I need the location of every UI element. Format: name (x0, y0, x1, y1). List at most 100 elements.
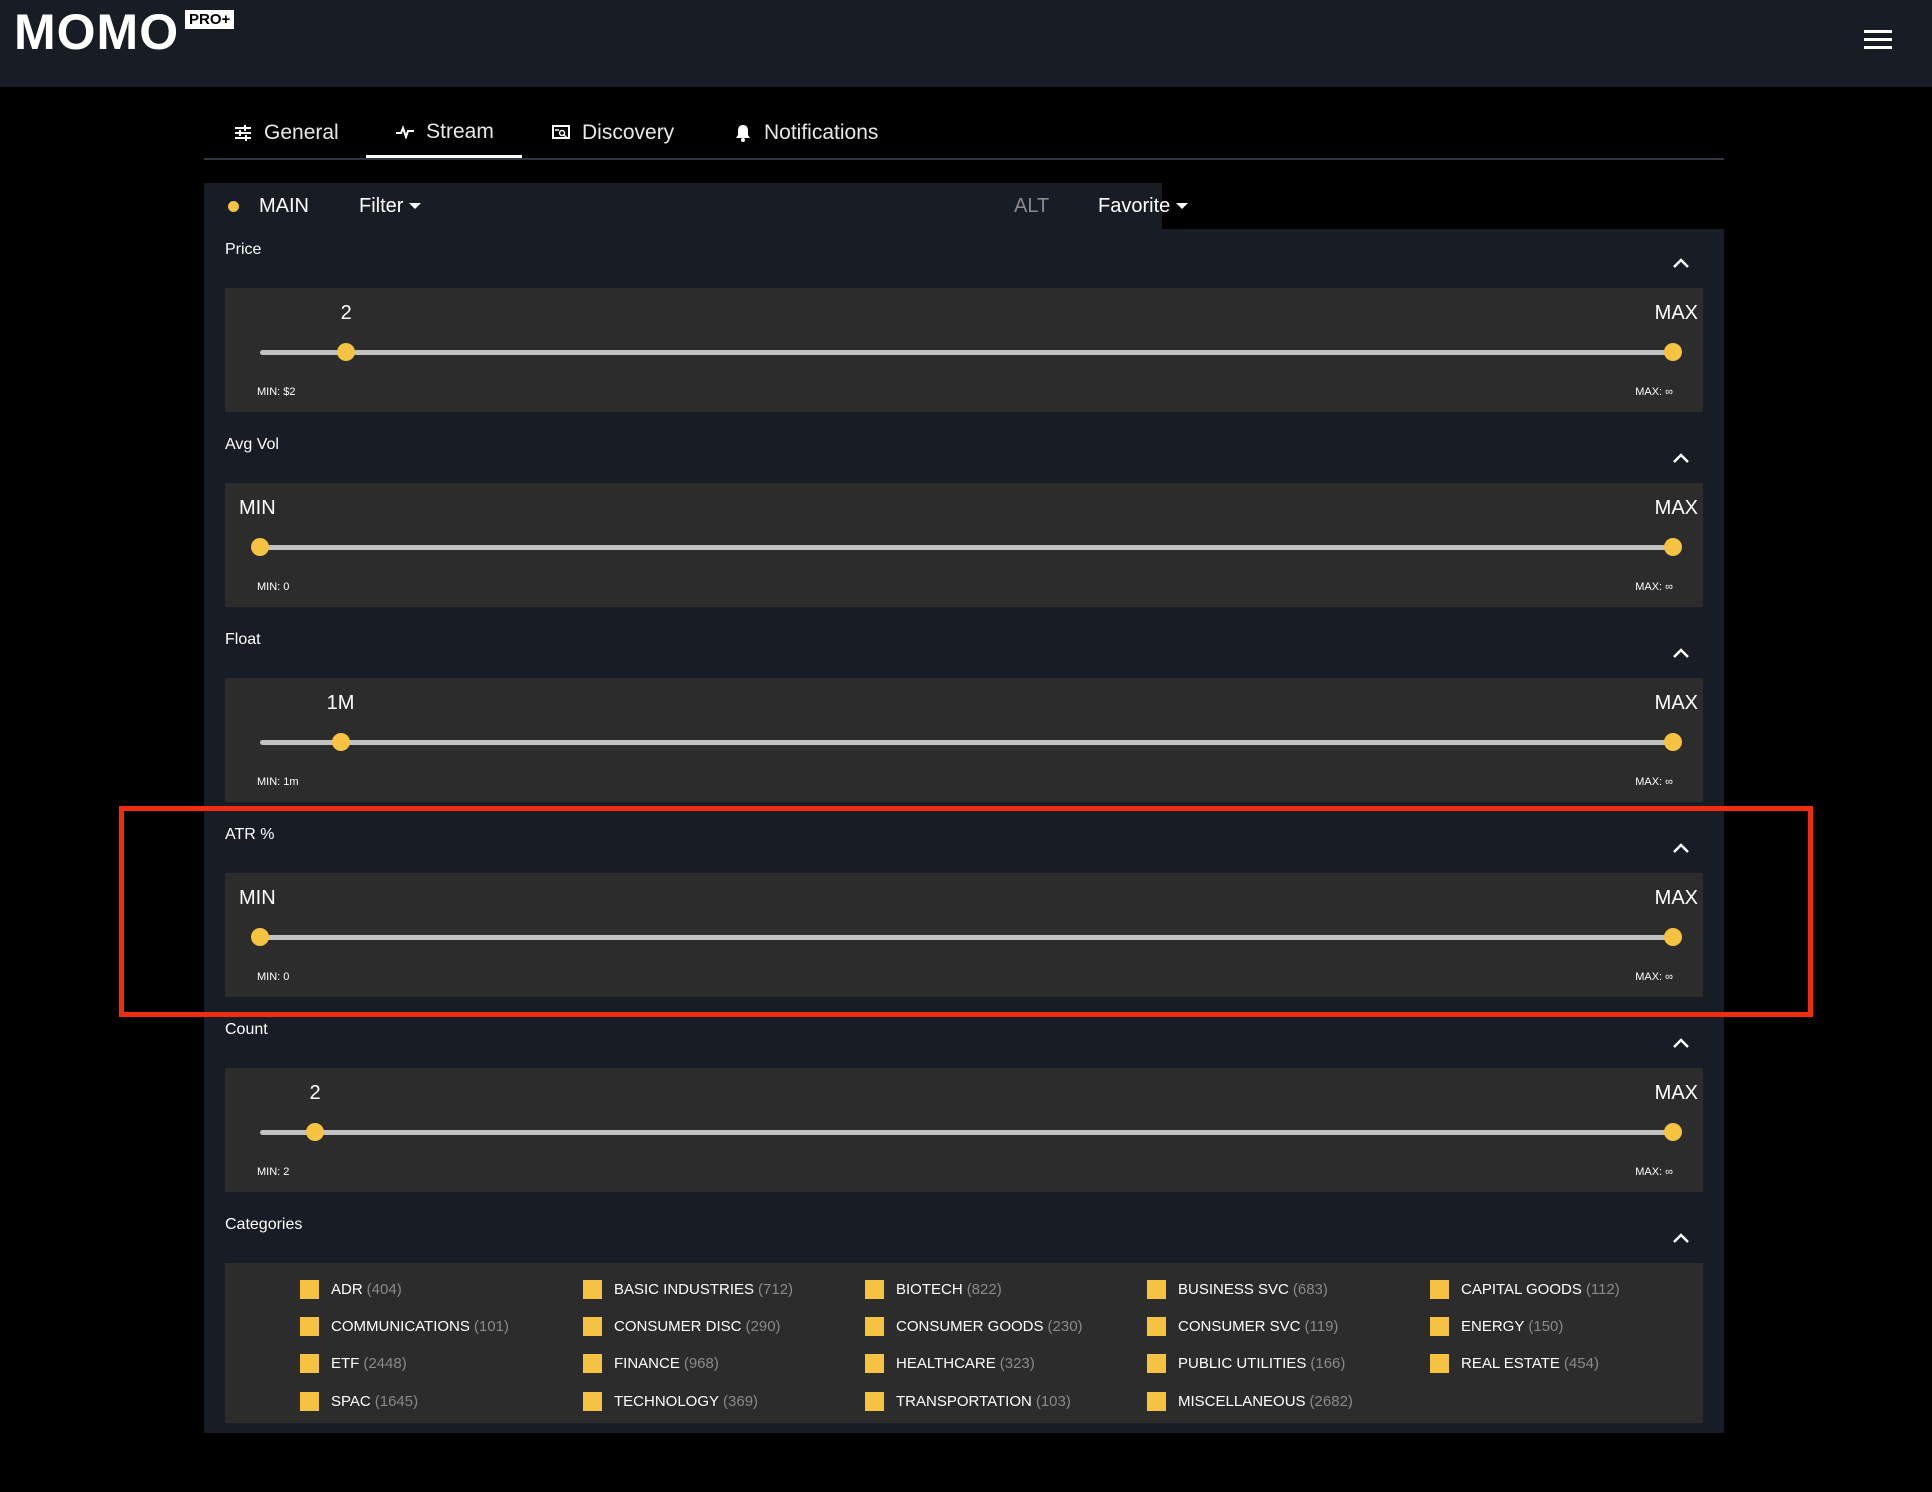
screen-search-icon (550, 122, 572, 144)
category-checkbox-consumer-goods[interactable]: CONSUMER GOODS (230) (865, 1317, 1083, 1336)
subtab-alt[interactable]: ALT (1014, 183, 1049, 229)
category-checkbox-communications[interactable]: COMMUNICATIONS (101) (300, 1317, 509, 1336)
checkbox-checked-icon (1430, 1317, 1449, 1336)
chevron-up-icon[interactable] (1672, 1232, 1690, 1244)
chevron-up-icon[interactable] (1672, 647, 1690, 659)
checkbox-checked-icon (1147, 1317, 1166, 1336)
slider-max-handle[interactable] (1664, 733, 1682, 751)
checkbox-checked-icon (1147, 1354, 1166, 1373)
slider-max-handle[interactable] (1664, 343, 1682, 361)
category-checkbox-basic-industries[interactable]: BASIC INDUSTRIES (712) (583, 1280, 793, 1299)
category-count: (1645) (374, 1393, 419, 1410)
tab-label: Notifications (764, 121, 879, 144)
category-checkbox-consumer-svc[interactable]: CONSUMER SVC (119) (1147, 1317, 1338, 1336)
tab-label: Stream (426, 119, 494, 143)
category-checkbox-capital-goods[interactable]: CAPITAL GOODS (112) (1430, 1280, 1620, 1299)
slider-min-limit: MIN: 2 (257, 1166, 290, 1178)
slider-left-value: MIN (239, 887, 276, 909)
slider-min-handle[interactable] (337, 343, 356, 361)
slider-min-handle[interactable] (306, 1123, 325, 1141)
category-checkbox-etf[interactable]: ETF (2448) (300, 1354, 407, 1373)
subtab-alt-label: ALT (1014, 194, 1050, 217)
category-checkbox-adr[interactable]: ADR (404) (300, 1280, 402, 1299)
category-name: COMMUNICATIONS (331, 1318, 470, 1335)
category-checkbox-biotech[interactable]: BIOTECH (822) (865, 1280, 1002, 1299)
avg-vol-slider: MIN MAX MIN: 0 MAX: ∞ (225, 483, 1703, 607)
category-checkbox-transportation[interactable]: TRANSPORTATION (103) (865, 1392, 1071, 1411)
category-checkbox-technology[interactable]: TECHNOLOGY (369) (583, 1392, 758, 1411)
pro-badge: PRO+ (185, 10, 235, 29)
category-name: REAL ESTATE (1461, 1355, 1560, 1372)
tab-notifications[interactable]: Notifications (732, 108, 878, 158)
slider-track[interactable] (260, 733, 1682, 751)
caret-down-icon (409, 203, 422, 209)
category-checkbox-consumer-disc[interactable]: CONSUMER DISC (290) (583, 1317, 781, 1336)
section-title-categories: Categories (225, 1216, 303, 1233)
tab-label: General (264, 121, 339, 144)
slider-track[interactable] (251, 538, 1682, 556)
section-title-atr: ATR % (225, 826, 275, 843)
tab-stream[interactable]: Stream (366, 108, 522, 158)
section-title-avg-vol: Avg Vol (225, 436, 279, 453)
chevron-up-icon[interactable] (1672, 257, 1690, 269)
category-count: (101) (473, 1318, 509, 1335)
chevron-up-icon[interactable] (1672, 452, 1690, 464)
filter-dropdown[interactable]: Filter (359, 183, 422, 229)
category-checkbox-real-estate[interactable]: REAL ESTATE (454) (1430, 1354, 1599, 1373)
slider-min-handle[interactable] (251, 538, 269, 556)
hamburger-menu-icon[interactable] (1864, 30, 1892, 50)
chevron-up-icon[interactable] (1672, 842, 1690, 854)
slider-min-handle[interactable] (331, 733, 350, 751)
category-checkbox-miscellaneous[interactable]: MISCELLANEOUS (2682) (1147, 1392, 1353, 1411)
slider-track[interactable] (260, 1123, 1682, 1141)
slider-min-handle[interactable] (251, 928, 269, 946)
slider-max-limit: MAX: ∞ (1635, 971, 1673, 983)
section-title-price: Price (225, 241, 262, 258)
category-checkbox-finance[interactable]: FINANCE (968) (583, 1354, 719, 1373)
slider-max-handle[interactable] (1664, 1123, 1682, 1141)
slider-max-handle[interactable] (1664, 538, 1682, 556)
slider-min-limit: MIN: $2 (257, 386, 296, 398)
tab-discovery[interactable]: Discovery (550, 108, 674, 158)
category-name: CONSUMER DISC (614, 1318, 742, 1335)
slider-max-handle[interactable] (1664, 928, 1682, 946)
category-name: TECHNOLOGY (614, 1393, 720, 1410)
category-name: TRANSPORTATION (896, 1393, 1032, 1410)
slider-track[interactable] (251, 928, 1682, 946)
category-name: ENERGY (1461, 1318, 1525, 1335)
category-checkbox-energy[interactable]: ENERGY (150) (1430, 1317, 1563, 1336)
slider-right-value: MAX (1654, 1082, 1698, 1104)
section-title-count: Count (225, 1021, 268, 1038)
slider-max-limit: MAX: ∞ (1635, 1166, 1673, 1178)
slider-right-value: MAX (1654, 302, 1698, 324)
app-logo: MOMO (14, 4, 180, 60)
category-checkbox-healthcare[interactable]: HEALTHCARE (323) (865, 1354, 1035, 1373)
checkbox-checked-icon (300, 1317, 319, 1336)
checkbox-checked-icon (865, 1392, 884, 1411)
category-name: BASIC INDUSTRIES (614, 1281, 755, 1298)
checkbox-checked-icon (1430, 1354, 1449, 1373)
subtab-main[interactable]: MAIN (228, 183, 309, 229)
tab-general[interactable]: General (232, 108, 339, 158)
category-checkbox-public-utilities[interactable]: PUBLIC UTILITIES (166) (1147, 1354, 1345, 1373)
category-count: (323) (999, 1355, 1035, 1372)
checkbox-checked-icon (865, 1354, 884, 1373)
caret-down-icon (1176, 203, 1189, 209)
slider-track[interactable] (260, 343, 1682, 361)
chevron-up-icon[interactable] (1672, 1037, 1690, 1049)
slider-min-limit: MIN: 0 (257, 581, 290, 593)
checkbox-checked-icon (1147, 1392, 1166, 1411)
category-checkbox-business-svc[interactable]: BUSINESS SVC (683) (1147, 1280, 1328, 1299)
atr-slider: MIN MAX MIN: 0 MAX: ∞ (225, 873, 1703, 997)
category-count: (150) (1528, 1318, 1564, 1335)
category-checkbox-spac[interactable]: SPAC (1645) (300, 1392, 418, 1411)
favorite-dropdown[interactable]: Favorite (1098, 183, 1189, 229)
checkbox-checked-icon (583, 1317, 602, 1336)
slider-max-limit: MAX: ∞ (1635, 581, 1673, 593)
category-count: (112) (1585, 1281, 1620, 1298)
float-slider: 1M MAX MIN: 1m MAX: ∞ (225, 678, 1703, 802)
category-count: (2682) (1309, 1393, 1353, 1410)
slider-max-limit: MAX: ∞ (1635, 776, 1673, 788)
category-name: CONSUMER SVC (1178, 1318, 1301, 1335)
category-count: (712) (758, 1281, 794, 1298)
